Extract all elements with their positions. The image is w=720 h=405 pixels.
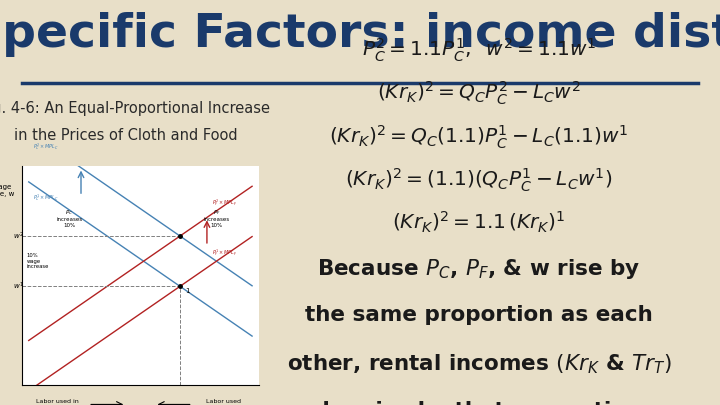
- Text: $P_F^1\times MPL_F$: $P_F^1\times MPL_F$: [212, 247, 237, 258]
- Text: $w^2$: $w^2$: [13, 230, 23, 242]
- Text: Labor used
in food, $L_F$: Labor used in food, $L_F$: [206, 399, 241, 405]
- Text: $(Kr_K)^2 = (1.1)(Q_CP_C^1 - L_Cw^1)$: $(Kr_K)^2 = (1.1)(Q_CP_C^1 - L_Cw^1)$: [345, 166, 613, 194]
- Text: Wage
rate, w: Wage rate, w: [0, 183, 15, 196]
- Text: $w^1$: $w^1$: [13, 281, 23, 292]
- Text: $(Kr_K)^2 = Q_C(1.1)P_C^1 - L_C(1.1)w^1$: $(Kr_K)^2 = Q_C(1.1)P_C^1 - L_C(1.1)w^1$: [329, 123, 629, 151]
- Text: the same proportion as each: the same proportion as each: [305, 305, 652, 325]
- Text: other, rental incomes $(Kr_K$ & $Tr_T)$: other, rental incomes $(Kr_K$ & $Tr_T)$: [287, 353, 671, 376]
- Text: $(Kr_K)^2 = Q_CP_C^2 - L_Cw^2$: $(Kr_K)^2 = Q_CP_C^2 - L_Cw^2$: [377, 80, 580, 107]
- Text: Because $P_C$, $P_F$, & w rise by: Because $P_C$, $P_F$, & w rise by: [317, 257, 641, 281]
- Text: 1: 1: [185, 288, 189, 294]
- Text: $(Kr_K)^2 = 1.1\,(Kr_K)^1$: $(Kr_K)^2 = 1.1\,(Kr_K)^1$: [392, 210, 565, 235]
- Text: $P_C^2 = 1.1P_C^1,\;\; w^2 = 1.1w^1$: $P_C^2 = 1.1P_C^1,\;\; w^2 = 1.1w^1$: [361, 36, 596, 64]
- Text: also rise by that proportion.: also rise by that proportion.: [308, 401, 649, 405]
- Text: $P_C^2\times MPL_C$: $P_C^2\times MPL_C$: [33, 141, 59, 152]
- Text: $P_C^1\times MPL_C$: $P_C^1\times MPL_C$: [33, 192, 59, 202]
- Text: Specific Factors: income dist.: Specific Factors: income dist.: [0, 12, 720, 57]
- Text: Fig. 4-6: An Equal-Proportional Increase: Fig. 4-6: An Equal-Proportional Increase: [0, 101, 271, 116]
- Text: $P_C$
increases
10%: $P_C$ increases 10%: [56, 208, 82, 228]
- Text: 10%
wage
increase: 10% wage increase: [27, 253, 49, 269]
- Text: Labor used in
cloth, $L_C$: Labor used in cloth, $L_C$: [36, 399, 78, 405]
- Text: $P_F^2\times MPL_F$: $P_F^2\times MPL_F$: [212, 197, 237, 208]
- Text: in the Prices of Cloth and Food: in the Prices of Cloth and Food: [14, 128, 238, 143]
- Text: $P_F$
increases
10%: $P_F$ increases 10%: [203, 208, 230, 228]
